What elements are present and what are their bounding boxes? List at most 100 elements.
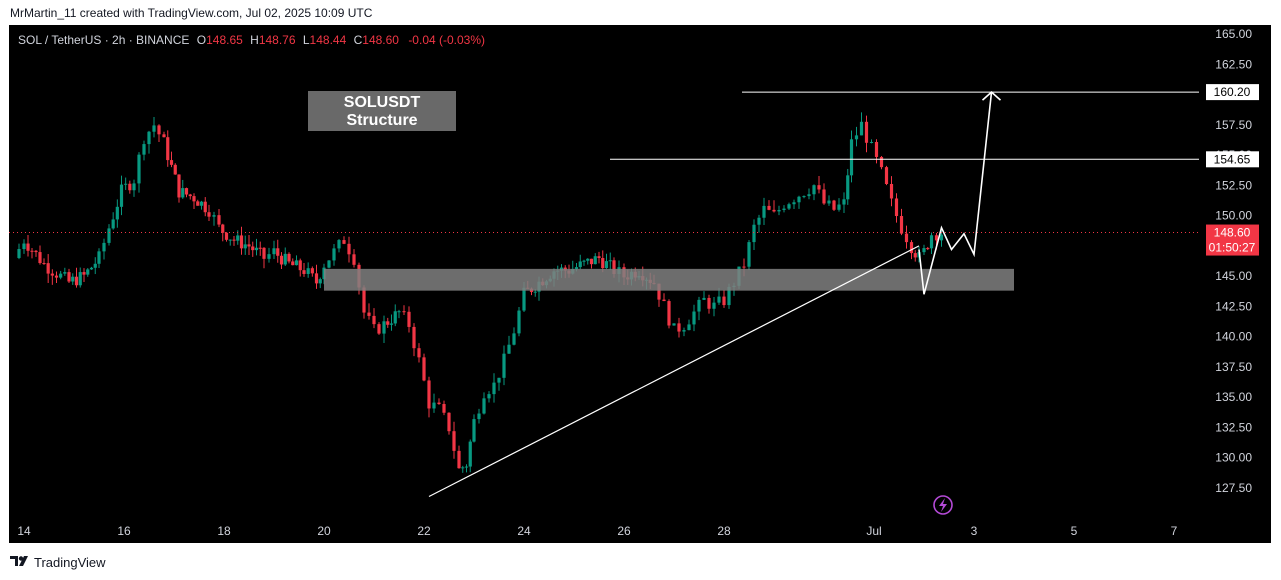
candle-body: [452, 431, 456, 451]
candle-body: [662, 299, 666, 302]
candle-body: [582, 260, 586, 262]
candle-body: [239, 235, 244, 249]
annotation-line-2: Structure: [346, 112, 417, 129]
candle-body: [757, 217, 761, 225]
price-tag-154[interactable]: 154.65: [1214, 152, 1251, 166]
candle-body: [812, 185, 816, 195]
candle-body: [747, 242, 751, 267]
candle-body: [817, 185, 821, 190]
chart-panel[interactable]: SOLUSDT Structure 165.00162.50160.00157.…: [9, 25, 1271, 543]
candle-body: [461, 467, 465, 469]
candle-body: [874, 141, 879, 157]
time-tick-label: 18: [217, 524, 231, 538]
candle-body: [517, 310, 521, 334]
price-tag-160[interactable]: 160.20: [1214, 85, 1251, 99]
candle-body: [593, 256, 597, 265]
candle-body: [939, 234, 944, 241]
support-zone[interactable]: [324, 268, 1014, 291]
price-tick-label: 130.00: [1215, 451, 1252, 465]
candle-body: [173, 164, 177, 175]
candle-body: [889, 184, 894, 199]
trendline[interactable]: [428, 245, 920, 498]
candle-body: [382, 321, 386, 334]
candle-body: [672, 323, 676, 326]
candle-body: [533, 291, 537, 293]
projection-path[interactable]: [918, 92, 993, 295]
time-tick-label: 22: [417, 524, 431, 538]
candle-body: [604, 261, 609, 269]
price-tag-154-bg: [1206, 151, 1259, 168]
low-label: L: [302, 33, 310, 47]
chart-credit: MrMartin_11 created with TradingView.com…: [10, 6, 373, 20]
candle-body: [722, 296, 726, 306]
candle-body: [597, 256, 601, 259]
candle-body: [221, 224, 225, 233]
candle-body: [247, 244, 251, 247]
candle-body: [762, 205, 766, 218]
candle-body: [802, 196, 806, 198]
candle-body: [468, 441, 472, 467]
time-tick-label: 28: [717, 524, 731, 538]
time-tick-label: 3: [971, 524, 978, 538]
candle-body: [772, 209, 776, 212]
candle-body: [922, 248, 926, 253]
candle-body: [752, 224, 756, 243]
footer-brand: TradingView: [10, 554, 106, 570]
candle-body: [142, 144, 146, 155]
candle-body: [86, 269, 90, 275]
footer-brand-text[interactable]: TradingView: [34, 554, 106, 570]
candle-body: [767, 205, 771, 210]
candle-body: [859, 121, 864, 136]
annotation-box[interactable]: [308, 91, 456, 131]
candle-body: [276, 248, 280, 256]
time-tick-label: 20: [317, 524, 331, 538]
candle-body: [78, 272, 82, 286]
candle-body: [283, 253, 287, 265]
candle-body: [93, 263, 97, 268]
last-price-tag-bg: [1206, 224, 1259, 256]
candle-body: [184, 188, 189, 195]
candle-body: [236, 235, 240, 241]
lightning-icon[interactable]: [933, 495, 953, 515]
annotation-line-1: SOLUSDT: [344, 94, 421, 111]
candle-body: [447, 412, 451, 432]
candle-body: [314, 273, 319, 284]
candle-body: [487, 394, 491, 399]
last-price-tag[interactable]: 148.60: [1214, 226, 1251, 240]
candle-body: [115, 206, 119, 220]
candle-body: [502, 353, 506, 378]
candle-body: [97, 251, 101, 264]
chart-canvas[interactable]: SOLUSDT Structure 165.00162.50160.00157.…: [9, 25, 1271, 543]
candle-body: [306, 268, 310, 274]
candle-body: [332, 248, 336, 261]
candle-body: [124, 183, 128, 185]
candle-body: [318, 279, 322, 284]
price-tick-label: 150.00: [1215, 209, 1252, 223]
candle-body: [677, 323, 681, 332]
candle-body: [464, 466, 469, 468]
candle-body: [291, 261, 295, 266]
candle-body: [298, 260, 302, 271]
candle-body: [147, 131, 151, 145]
candle-body: [224, 232, 229, 240]
candle-body: [310, 268, 314, 274]
candle-body: [262, 247, 266, 259]
candle-body: [251, 246, 255, 251]
price-tag-160-bg: [1206, 84, 1259, 101]
symbol-title[interactable]: SOL / TetherUS · 2h · BINANCE: [18, 33, 190, 47]
candle-body: [522, 287, 526, 311]
candle-body: [682, 330, 686, 332]
candle-body: [217, 215, 221, 225]
candle-body: [846, 175, 850, 200]
candle-body: [327, 260, 331, 268]
low-value: 148.44: [309, 33, 347, 47]
price-tick-label: 127.50: [1215, 481, 1252, 495]
candle-body: [929, 235, 934, 249]
open-value: 148.65: [206, 33, 243, 47]
candle-body: [437, 402, 441, 405]
time-tick-label: 14: [17, 524, 31, 538]
candle-body: [50, 273, 54, 276]
candle-body: [203, 201, 207, 213]
candle-body: [22, 243, 26, 250]
candle-body: [258, 247, 262, 249]
